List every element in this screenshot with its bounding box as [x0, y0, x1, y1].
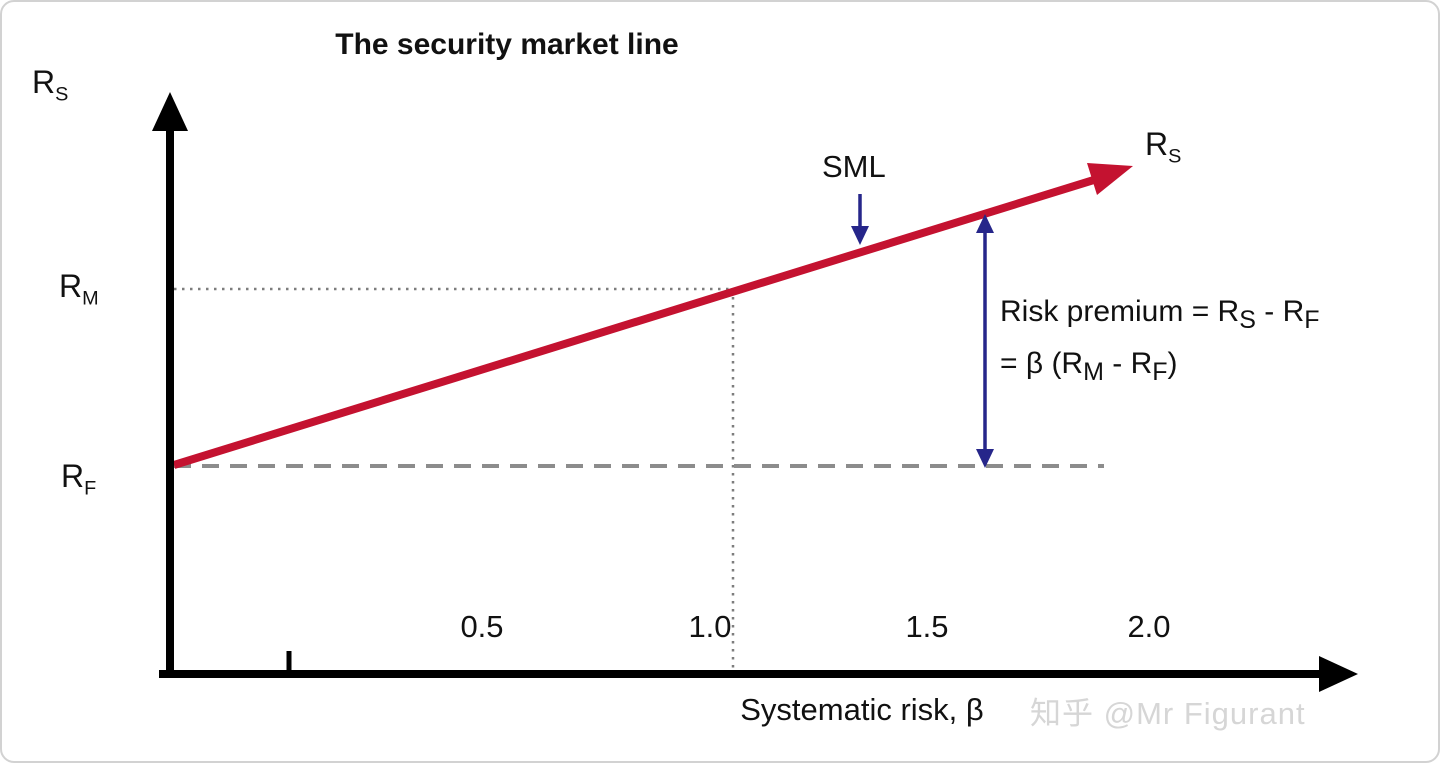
x-tick-label-20: 2.0 — [1127, 609, 1171, 644]
risk-premium-line1: Risk premium = RS - RF — [1000, 295, 1320, 334]
sml-pointer-arrowhead-icon — [851, 226, 869, 245]
y-axis-label-sub: S — [55, 83, 69, 106]
y-axis-label: RS — [32, 64, 68, 106]
rf-label-sub: F — [84, 477, 97, 500]
x-axis-label: Systematic risk, β — [740, 692, 984, 727]
watermark: 知乎 @Mr Figurant — [1030, 696, 1306, 731]
sml-end-label-sub: S — [1168, 145, 1182, 168]
sml-end-label: RS — [1145, 126, 1181, 168]
risk-premium-line2: = β (RM - RF) — [1000, 347, 1178, 386]
rm-label-sub: M — [82, 287, 99, 310]
rf-axis-label: RF — [61, 458, 96, 500]
rf-label-main: R — [61, 458, 85, 494]
risk-premium-label: Risk premium = RS - RF = β (RM - RF) — [1000, 290, 1320, 394]
sml-line — [172, 175, 1099, 469]
x-tick-label-10: 1.0 — [688, 609, 732, 644]
x-tick-label-15: 1.5 — [905, 609, 949, 644]
sml-end-label-main: R — [1145, 126, 1169, 162]
y-axis-arrowhead-icon — [152, 92, 188, 131]
sml-arrowhead-icon — [1087, 163, 1133, 195]
x-tick-label-05: 0.5 — [460, 609, 504, 644]
chart-title: The security market line — [335, 28, 679, 61]
y-axis-label-main: R — [32, 64, 56, 100]
rm-label-main: R — [59, 268, 83, 304]
risk-premium-arrowhead-bottom-icon — [976, 449, 994, 468]
rm-axis-label: RM — [59, 268, 99, 310]
sml-pointer-label: SML — [822, 149, 886, 184]
risk-premium-arrowhead-top-icon — [976, 214, 994, 233]
x-axis-arrowhead-icon — [1319, 656, 1358, 692]
